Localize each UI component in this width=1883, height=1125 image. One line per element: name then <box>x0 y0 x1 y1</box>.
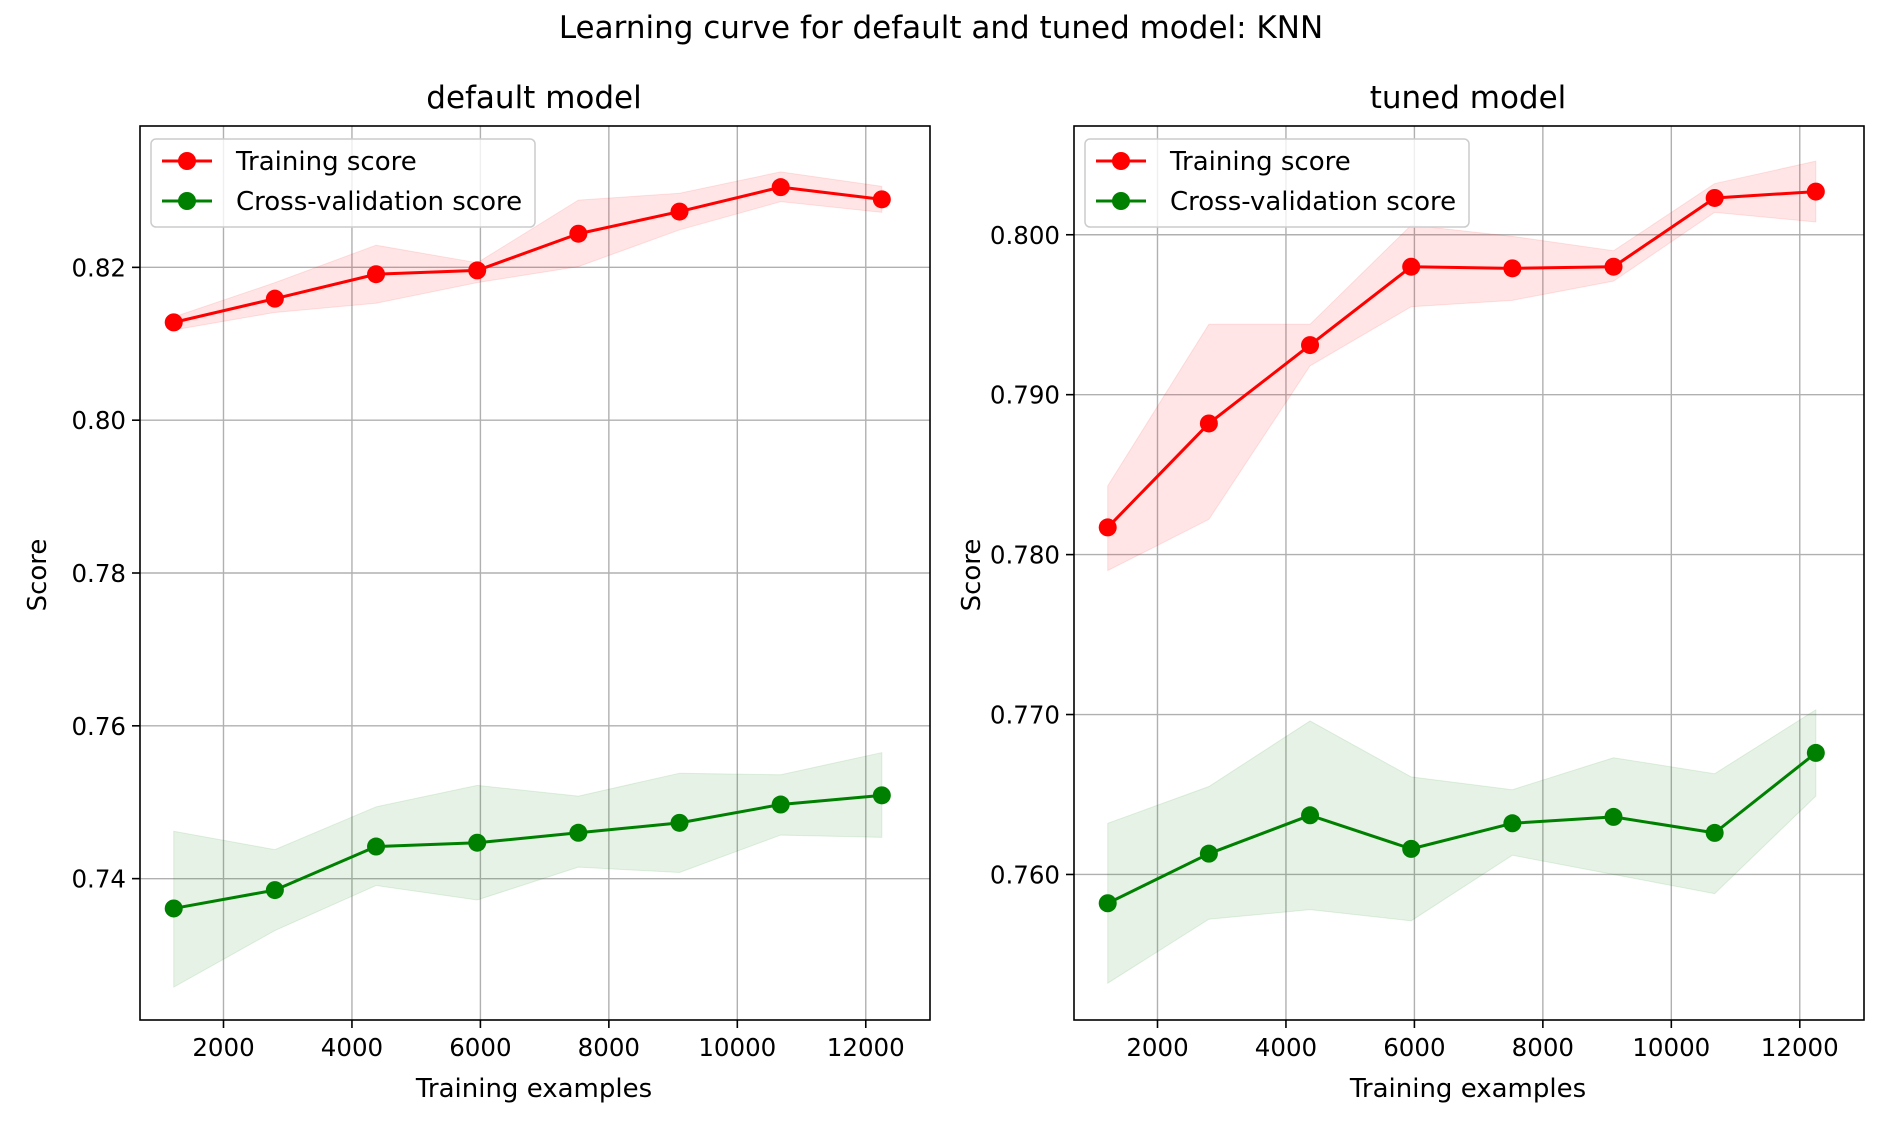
cv-score-band <box>1107 708 1817 985</box>
y-tick-label: 0.76 <box>71 712 126 741</box>
training-score-point <box>164 313 183 332</box>
cv-score-point <box>1604 807 1623 826</box>
cv-score-point <box>164 899 183 918</box>
y-tick-label: 0.800 <box>990 221 1060 250</box>
legend-label-cv: Cross-validation score <box>236 187 522 217</box>
training-score-point <box>1705 188 1724 207</box>
legend-label-training: Training score <box>235 147 417 177</box>
cv-score-band <box>173 751 883 988</box>
series-lines <box>173 185 883 910</box>
y-tick-label: 0.760 <box>990 860 1060 889</box>
subplot-default-model: default model 2000 4000 6000 8000 10000 12000… <box>23 80 931 1104</box>
training-score-point <box>1806 182 1825 201</box>
cv-score-point <box>367 837 386 856</box>
confidence-bands <box>1107 160 1817 985</box>
grid-lines <box>1074 126 1864 1020</box>
y-tick-label: 0.82 <box>71 253 126 282</box>
y-tick-label: 0.80 <box>71 406 126 435</box>
cv-score-point <box>1301 806 1320 825</box>
subplot-title: default model <box>426 80 641 116</box>
training-score-point <box>569 224 588 243</box>
cv-score-point <box>771 795 790 814</box>
x-tick-label: 2000 <box>192 1033 254 1062</box>
cv-score-point <box>1503 814 1522 833</box>
training-score-point <box>367 265 386 284</box>
training-score-point <box>1503 259 1522 278</box>
training-score-point <box>771 178 790 197</box>
legend-marker-cv <box>178 192 196 210</box>
cv-score-point <box>1806 743 1825 762</box>
y-tick-label: 0.780 <box>990 541 1060 570</box>
training-score-point <box>1199 414 1218 433</box>
x-tick-label: 4000 <box>1255 1033 1317 1062</box>
cv-score-point <box>1402 839 1421 858</box>
subplot-tuned-model: tuned model 2000 4000 6000 8000 10000 12000 0… <box>957 80 1865 1104</box>
training-score-point <box>1098 518 1117 537</box>
training-score-line <box>1106 190 1816 529</box>
legend-box <box>150 138 536 228</box>
x-tick-label: 4000 <box>321 1033 383 1062</box>
legend-box <box>1084 138 1470 228</box>
training-score-line <box>173 185 883 324</box>
series-lines <box>1106 190 1817 905</box>
y-tick-label: 0.78 <box>71 559 126 588</box>
training-score-point <box>670 202 689 221</box>
x-ticks: 2000 4000 6000 8000 10000 12000 <box>1126 1020 1839 1062</box>
x-tick-label: 2000 <box>1126 1033 1188 1062</box>
legend: Training score Cross-validation score <box>1084 138 1470 228</box>
x-ticks: 2000 4000 6000 8000 10000 12000 <box>192 1020 905 1062</box>
x-tick-label: 10000 <box>698 1033 776 1062</box>
y-axis-label: Score <box>957 539 987 612</box>
training-score-point <box>265 289 284 308</box>
cv-score-point <box>265 881 284 900</box>
x-axis-label: Training examples <box>1349 1074 1586 1104</box>
x-tick-label: 6000 <box>449 1033 511 1062</box>
cv-score-line <box>173 793 882 910</box>
y-tick-label: 0.74 <box>71 865 126 894</box>
legend-marker-training <box>178 152 196 170</box>
x-tick-label: 8000 <box>578 1033 640 1062</box>
cv-score-point <box>1705 823 1724 842</box>
training-score-point <box>1402 257 1421 276</box>
y-ticks: 0.760 0.770 0.780 0.790 0.800 <box>990 221 1074 889</box>
data-markers <box>1098 182 1825 913</box>
x-tick-label: 10000 <box>1632 1033 1710 1062</box>
training-score-point <box>1604 257 1623 276</box>
cv-score-line <box>1107 751 1817 905</box>
x-tick-label: 12000 <box>1761 1033 1839 1062</box>
training-score-point <box>1301 336 1320 355</box>
x-tick-label: 8000 <box>1512 1033 1574 1062</box>
legend-label-training: Training score <box>1169 147 1351 177</box>
legend: Training score Cross-validation score <box>150 138 536 228</box>
plot-frame <box>1073 125 1865 1021</box>
legend-marker-cv <box>1112 192 1130 210</box>
training-score-band <box>1107 160 1817 572</box>
cv-score-point <box>872 786 891 805</box>
training-score-point <box>872 190 891 209</box>
x-axis-label: Training examples <box>415 1074 652 1104</box>
x-tick-label: 12000 <box>827 1033 905 1062</box>
training-score-point <box>468 261 487 280</box>
cv-score-point <box>1199 844 1218 863</box>
data-markers <box>164 178 891 918</box>
y-tick-label: 0.770 <box>990 701 1060 730</box>
subplot-title: tuned model <box>1370 80 1567 116</box>
x-tick-label: 6000 <box>1383 1033 1445 1062</box>
y-tick-label: 0.790 <box>990 381 1060 410</box>
cv-score-point <box>468 833 487 852</box>
legend-marker-training <box>1112 152 1130 170</box>
cv-score-point <box>1098 894 1117 913</box>
cv-score-point <box>670 813 689 832</box>
legend-label-cv: Cross-validation score <box>1170 187 1456 217</box>
cv-score-point <box>569 823 588 842</box>
figure-title: Learning curve for default and tuned mod… <box>559 10 1323 46</box>
y-ticks: 0.74 0.76 0.78 0.80 0.82 <box>71 253 140 894</box>
y-axis-label: Score <box>23 539 53 612</box>
